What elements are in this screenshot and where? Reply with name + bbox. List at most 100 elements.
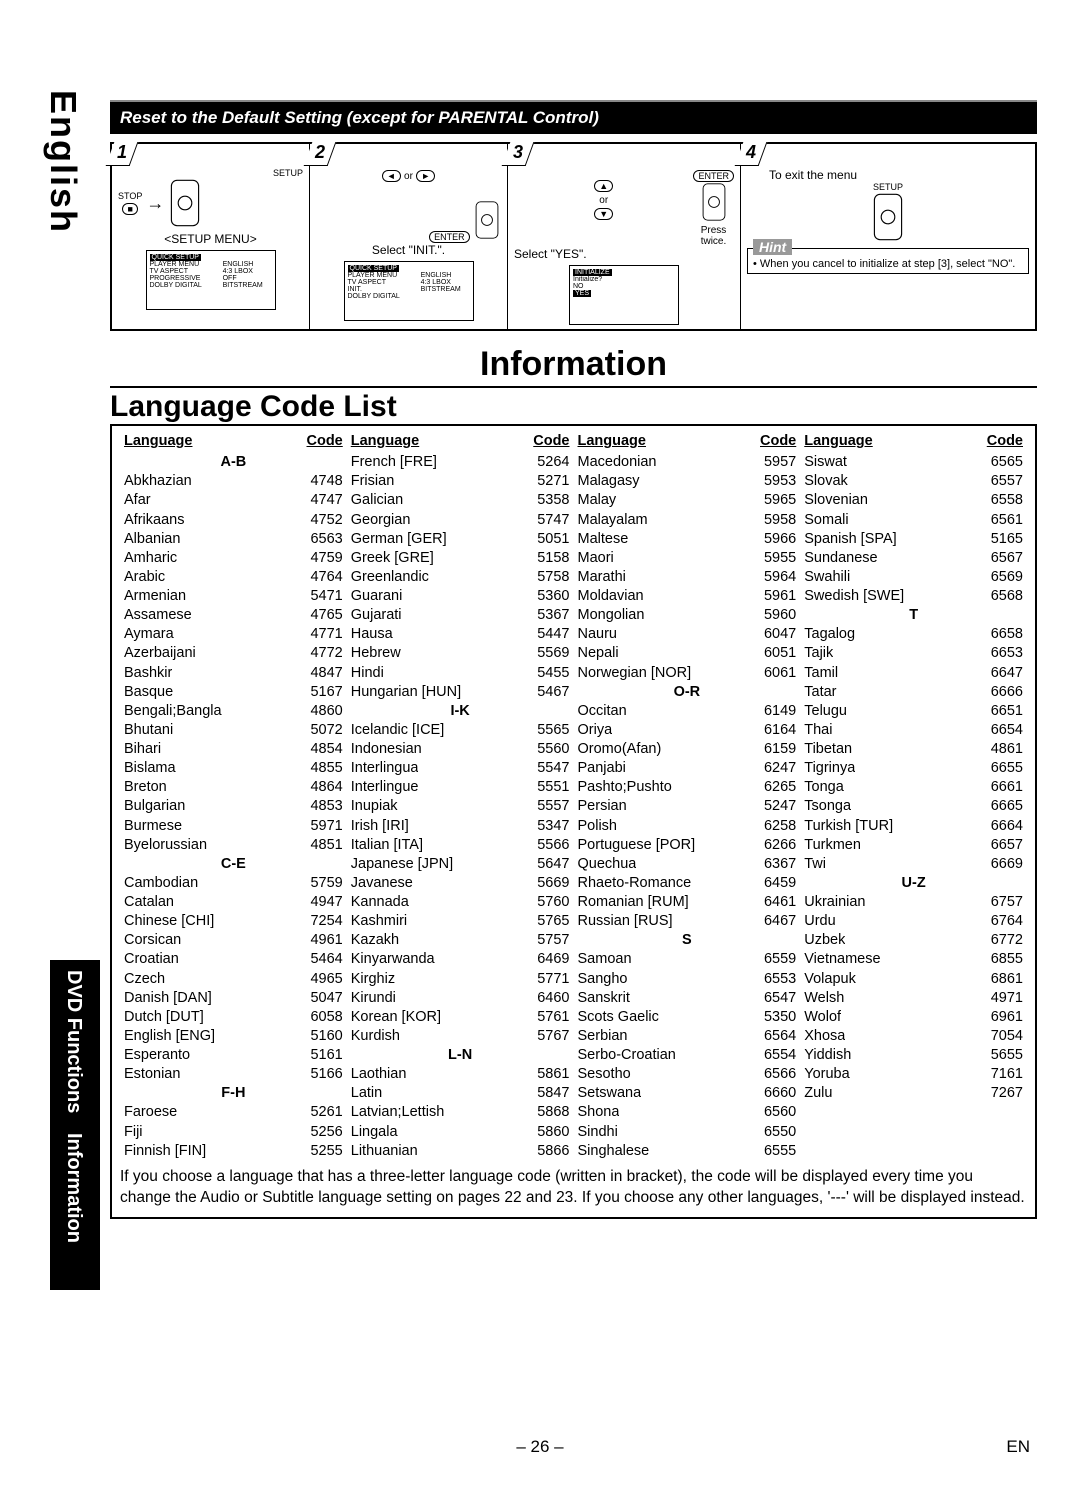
language-row: Inupiak5557: [351, 797, 570, 816]
language-row: Icelandic [ICE]5565: [351, 721, 570, 740]
language-name: Swahili: [804, 568, 850, 587]
language-name: Rhaeto-Romance: [578, 874, 692, 893]
language-row: English [ENG]5160: [124, 1027, 343, 1046]
language-code: 6665: [985, 797, 1023, 816]
language-row: Sangho6553: [578, 970, 797, 989]
language-row: Nauru6047: [578, 625, 797, 644]
language-code: 6651: [985, 702, 1023, 721]
setup-label: SETUP: [747, 182, 1029, 192]
language-code: 5964: [758, 568, 796, 587]
or-label: or: [599, 195, 608, 206]
language-name: Turkish [TUR]: [804, 817, 893, 836]
language-row: Polish6258: [578, 817, 797, 836]
language-row: Burmese5971: [124, 817, 343, 836]
language-name: Malayalam: [578, 511, 648, 530]
language-code: 5255: [304, 1142, 342, 1161]
up-icon: ▲: [594, 180, 613, 192]
language-name: Malagasy: [578, 472, 640, 491]
language-name: Bihari: [124, 740, 161, 759]
language-code: 6661: [985, 778, 1023, 797]
language-row: Bulgarian4853: [124, 797, 343, 816]
language-name: English [ENG]: [124, 1027, 215, 1046]
page-content: Reset to the Default Setting (except for…: [110, 100, 1037, 1219]
language-name: Spanish [SPA]: [804, 530, 896, 549]
language-name: Faroese: [124, 1103, 177, 1122]
language-code: 5767: [531, 1027, 569, 1046]
language-code: 5771: [531, 970, 569, 989]
language-code: 4961: [304, 931, 342, 950]
language-row: Volapuk6861: [804, 970, 1023, 989]
language-name: Hausa: [351, 625, 393, 644]
language-code: 6772: [985, 931, 1023, 950]
step2-caption: Select "INIT.".: [316, 243, 501, 257]
language-row: Kurdish5767: [351, 1027, 570, 1046]
language-code: 5866: [531, 1142, 569, 1161]
language-name: Latin: [351, 1084, 382, 1103]
language-row: Sindhi6550: [578, 1123, 797, 1142]
right-icon: ►: [416, 170, 435, 182]
language-code-list-title: Language Code List: [110, 390, 1037, 424]
language-name: Italian [ITA]: [351, 836, 423, 855]
or-label: or: [404, 171, 413, 182]
language-row: Javanese5669: [351, 874, 570, 893]
language-name: Panjabi: [578, 759, 626, 778]
language-col-2: LanguageCode French [FRE]5264Frisian5271…: [347, 432, 574, 1161]
language-code: 6550: [758, 1123, 796, 1142]
language-name: Romanian [RUM]: [578, 893, 689, 912]
language-code: 6557: [985, 472, 1023, 491]
divider: [110, 386, 1037, 388]
language-row: Interlingua5547: [351, 759, 570, 778]
language-code: 4847: [304, 664, 342, 683]
language-code: 5455: [531, 664, 569, 683]
language-name: Tatar: [804, 683, 836, 702]
language-code: 6159: [758, 740, 796, 759]
language-row: Zulu7267: [804, 1084, 1023, 1103]
language-name: Macedonian: [578, 453, 657, 472]
language-name: Kashmiri: [351, 912, 407, 931]
language-row: Czech4965: [124, 970, 343, 989]
group-header: T: [804, 606, 1023, 625]
language-name: Amharic: [124, 549, 177, 568]
step-1: 1 SETUP STOP ■ → <SETUP MENU> QUICK SETU…: [112, 144, 310, 329]
language-code: 5271: [531, 472, 569, 491]
language-row: Twi6669: [804, 855, 1023, 874]
language-name: Azerbaijani: [124, 644, 196, 663]
language-code: 5158: [531, 549, 569, 568]
section-bar-reset: Reset to the Default Setting (except for…: [110, 100, 1037, 134]
language-code: 6664: [985, 817, 1023, 836]
page-number: – 26 –: [0, 1437, 1080, 1457]
language-row: Vietnamese6855: [804, 950, 1023, 969]
language-code: 6563: [304, 530, 342, 549]
remote-icon: [700, 182, 728, 222]
language-row: Yoruba7161: [804, 1065, 1023, 1084]
language-code: 4747: [304, 491, 342, 510]
language-code: 5861: [531, 1065, 569, 1084]
language-code: 6764: [985, 912, 1023, 931]
language-name: Telugu: [804, 702, 847, 721]
language-name: Korean [KOR]: [351, 1008, 441, 1027]
language-row: Sanskrit6547: [578, 989, 797, 1008]
language-row: Russian [RUS]6467: [578, 912, 797, 931]
stop-label: STOP: [118, 191, 142, 201]
language-row: Breton4864: [124, 778, 343, 797]
language-code: 5072: [304, 721, 342, 740]
language-row: Singhalese6555: [578, 1142, 797, 1161]
language-code: 6654: [985, 721, 1023, 740]
language-code: 5847: [531, 1084, 569, 1103]
language-row: Somali6561: [804, 511, 1023, 530]
language-code: 7267: [985, 1084, 1023, 1103]
language-name: Finnish [FIN]: [124, 1142, 206, 1161]
remote-icon: [473, 200, 501, 240]
steps-container: 1 SETUP STOP ■ → <SETUP MENU> QUICK SETU…: [110, 142, 1037, 331]
language-name: Serbian: [578, 1027, 628, 1046]
language-code: 6058: [304, 1008, 342, 1027]
language-row: Galician5358: [351, 491, 570, 510]
language-code: 5565: [531, 721, 569, 740]
language-name: Twi: [804, 855, 826, 874]
language-row: Tamil6647: [804, 664, 1023, 683]
language-code: 5961: [758, 587, 796, 606]
language-code: 5360: [531, 587, 569, 606]
language-name: Basque: [124, 683, 173, 702]
language-row: Assamese4765: [124, 606, 343, 625]
language-row: Kannada5760: [351, 893, 570, 912]
